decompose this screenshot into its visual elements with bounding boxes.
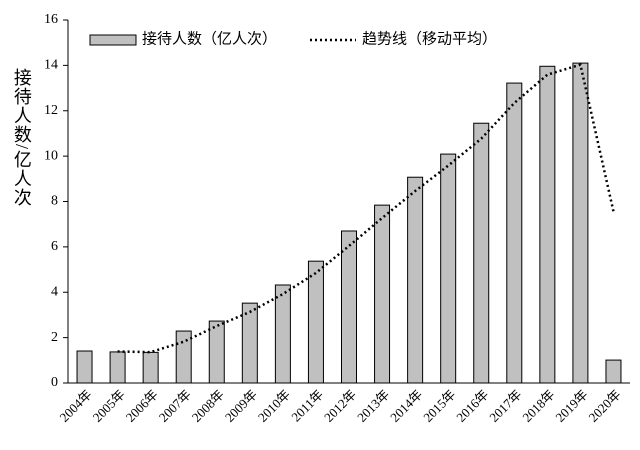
bar — [274, 284, 291, 384]
bar — [605, 359, 622, 384]
bar — [208, 320, 225, 384]
x-tick-label: 2008年 — [189, 387, 227, 425]
bar — [341, 230, 357, 384]
legend-label: 趋势线（移动平均） — [362, 30, 497, 47]
x-tick-label: 2010年 — [255, 387, 293, 425]
x-tick-label: 2004年 — [57, 387, 95, 425]
x-tick-label: 2006年 — [123, 387, 161, 425]
bar — [407, 176, 424, 384]
y-tick-label: 4 — [51, 284, 58, 299]
bar — [473, 122, 490, 384]
x-tick-label: 2014年 — [387, 387, 425, 425]
legend-swatch — [89, 34, 137, 46]
x-tick-label: 2011年 — [288, 387, 326, 425]
bar — [374, 204, 391, 384]
x-tick-label: 2017年 — [486, 387, 524, 425]
x-tick-label: 2005年 — [90, 387, 128, 425]
x-tick-label: 2019年 — [552, 387, 590, 425]
bar — [76, 350, 93, 384]
bar — [241, 302, 258, 384]
bar — [440, 153, 457, 384]
y-tick-label: 14 — [44, 58, 58, 73]
x-tick-label: 2013年 — [354, 387, 392, 425]
x-tick-label: 2009年 — [222, 387, 260, 425]
trend-line — [117, 63, 615, 354]
bar — [142, 351, 159, 384]
y-axis-label: 接待人数/亿人次 — [12, 68, 32, 207]
bar — [572, 62, 589, 384]
bar — [109, 351, 126, 384]
bar — [539, 65, 556, 384]
y-tick-label: 6 — [51, 239, 58, 254]
x-tick-label: 2018年 — [519, 387, 557, 425]
x-tick-label: 2015年 — [420, 387, 458, 425]
y-tick-label: 8 — [51, 194, 58, 209]
y-tick-label: 0 — [51, 375, 58, 390]
y-tick-label: 2 — [51, 330, 58, 345]
x-tick-label: 2020年 — [586, 387, 624, 425]
bar — [506, 82, 523, 384]
y-tick-label: 12 — [44, 103, 58, 118]
x-tick-label: 2007年 — [156, 387, 194, 425]
y-tick-label: 10 — [44, 148, 58, 163]
bar — [175, 330, 192, 384]
x-tick-label: 2012年 — [321, 387, 359, 425]
y-tick-label: 16 — [44, 12, 58, 27]
legend-label: 接待人数（亿人次） — [142, 30, 277, 47]
bar — [307, 260, 324, 384]
x-tick-label: 2016年 — [453, 387, 491, 425]
